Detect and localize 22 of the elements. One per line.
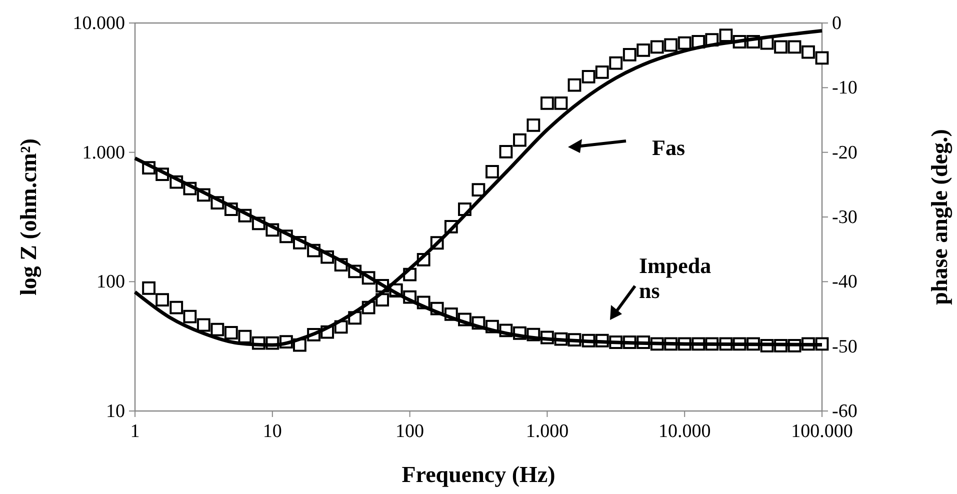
y-tick-label: 10.000 xyxy=(72,13,125,34)
annotation: Fas xyxy=(652,135,686,160)
x-tick-label: 100.000 xyxy=(791,421,853,442)
y-tick-label: 100 xyxy=(96,272,125,293)
y2-tick-label: 0 xyxy=(832,13,842,34)
y2-tick-label: -20 xyxy=(832,142,858,164)
y-tick-label: 10 xyxy=(106,401,125,422)
annotation: Impeda ns xyxy=(639,253,712,303)
x-tick-label: 100 xyxy=(396,421,424,442)
y2-tick-label: -60 xyxy=(832,401,858,422)
y2-tick-label: -30 xyxy=(832,207,858,228)
x-axis-title: Frequency (Hz) xyxy=(402,462,556,487)
x-tick-label: 10 xyxy=(262,421,282,442)
y2-axis-title: phase angle (deg.) xyxy=(927,129,953,305)
y2-tick-label: -40 xyxy=(832,272,858,293)
x-tick-label: 1 xyxy=(130,421,140,442)
x-tick-label: 10.000 xyxy=(658,421,711,442)
y-axis-title: log Z (ohm.cm²) xyxy=(16,138,42,296)
y-tick-label: 1.000 xyxy=(82,142,125,164)
y2-tick-label: -10 xyxy=(832,78,858,99)
y2-tick-label: -50 xyxy=(832,336,858,358)
x-tick-label: 1.000 xyxy=(526,421,569,442)
